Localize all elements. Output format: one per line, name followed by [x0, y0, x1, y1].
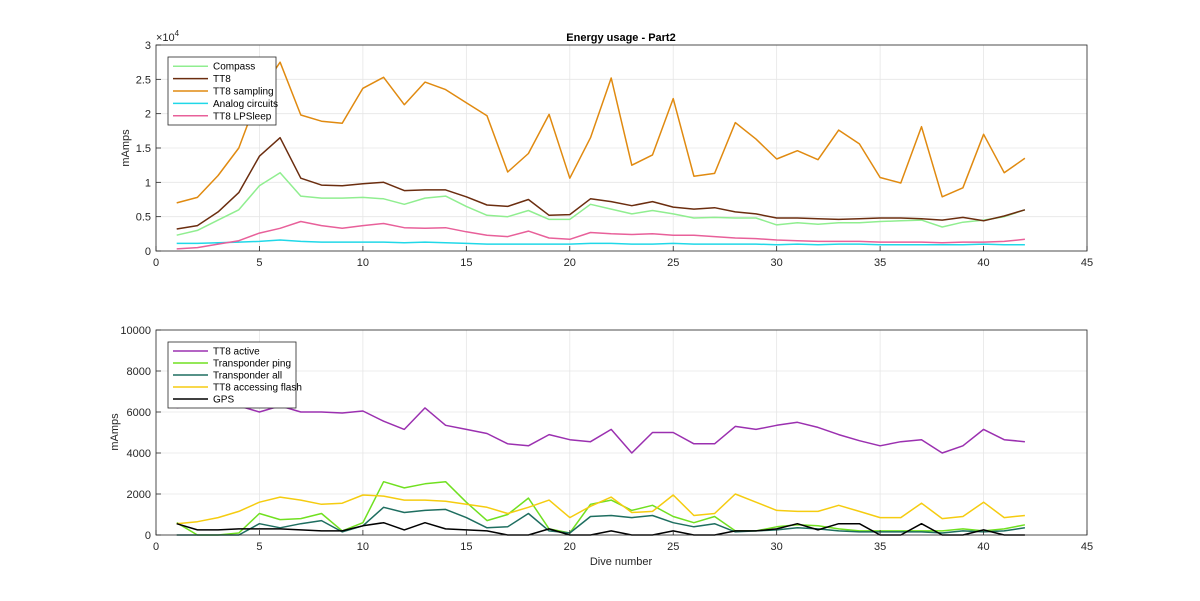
x-tick-label: 20 [564, 541, 576, 553]
y-tick-label: 6000 [127, 407, 151, 419]
series-line-tt8 [176, 136, 1026, 230]
y-exponent-label: ×104 [156, 29, 180, 44]
y-tick-label: 3 [145, 40, 151, 52]
x-tick-label: 10 [357, 541, 369, 553]
x-tick-label: 25 [667, 257, 679, 269]
legend-label: TT8 [213, 74, 231, 85]
y-exponent-power: 4 [175, 29, 180, 38]
legend-label: TT8 active [213, 347, 260, 358]
x-tick-label: 30 [771, 541, 783, 553]
x-tick-label: 45 [1081, 257, 1093, 269]
x-tick-label: 20 [564, 257, 576, 269]
series-line-transponder-all [176, 506, 1026, 536]
x-tick-label: 40 [977, 257, 989, 269]
series-line-tt8-active [176, 403, 1025, 454]
legend-label: GPS [213, 395, 234, 406]
chart-title: Energy usage - Part2 [566, 32, 675, 44]
y-exponent-base: ×10 [156, 32, 175, 44]
series-line-tt8-sampling [176, 61, 1026, 204]
x-tick-label: 15 [460, 541, 472, 553]
x-tick-label: 5 [256, 257, 262, 269]
legend-label: Analog circuits [213, 99, 278, 110]
y-tick-label: 2.5 [136, 74, 151, 86]
y-tick-label: 0 [145, 530, 151, 542]
legend-label: TT8 LPSleep [213, 111, 272, 122]
series-lines [176, 61, 1026, 250]
series-lines [176, 403, 1026, 536]
x-tick-label: 35 [874, 257, 886, 269]
series-line-tt8-lpsleep [176, 220, 1025, 250]
y-tick-label: 2 [145, 109, 151, 121]
x-tick-label: 10 [357, 257, 369, 269]
legend-label: TT8 accessing flash [213, 383, 302, 394]
y-tick-label: 8000 [127, 366, 151, 378]
x-tick-label: 25 [667, 541, 679, 553]
power-usage-axes: 0 5 10 15 20 25 30 35 40 45 0 2000 4000 6000 8000 10000… [109, 325, 1093, 568]
y-tick-label: 0 [145, 246, 151, 258]
ticks: 0 5 10 15 20 25 30 35 40 45 0 0.5 1 1.5 2 2.5 3 [136, 40, 1093, 269]
legend-label: Transponder all [213, 371, 282, 382]
x-tick-label: 5 [256, 541, 262, 553]
y-tick-label: 1 [145, 177, 151, 189]
axes-box [155, 329, 1088, 536]
x-tick-label: 15 [460, 257, 472, 269]
y-axis-label: mAmps [120, 129, 132, 167]
series-line-tt8-accessing-flash [176, 493, 1025, 525]
plot-area [156, 330, 1087, 535]
y-tick-label: 4000 [127, 448, 151, 460]
x-tick-label: 45 [1081, 541, 1093, 553]
series-line-compass [176, 171, 1026, 236]
x-tick-label: 40 [977, 541, 989, 553]
x-tick-label: 0 [153, 541, 159, 553]
y-tick-label: 2000 [127, 489, 151, 501]
x-tick-label: 30 [771, 257, 783, 269]
y-tick-label: 0.5 [136, 212, 151, 224]
legend-label: Compass [213, 62, 255, 73]
x-tick-label: 35 [874, 541, 886, 553]
series-line-analog-circuits [176, 239, 1025, 246]
x-tick-label: 0 [153, 257, 159, 269]
legend-label: Transponder ping [213, 359, 291, 370]
y-axis-label: mAmps [109, 413, 121, 451]
energy-usage-axes: 0 5 10 15 20 25 30 35 40 45 0 0.5 1 1.5 2 2.5 3 Energy u… [120, 29, 1093, 269]
legend-label: TT8 sampling [213, 87, 274, 98]
ticks: 0 5 10 15 20 25 30 35 40 45 0 2000 4000 6000 8000 10000 [120, 325, 1093, 553]
y-tick-label: 1.5 [136, 143, 151, 155]
y-tick-label: 10000 [120, 325, 151, 337]
x-axis-label: Dive number [590, 556, 653, 568]
